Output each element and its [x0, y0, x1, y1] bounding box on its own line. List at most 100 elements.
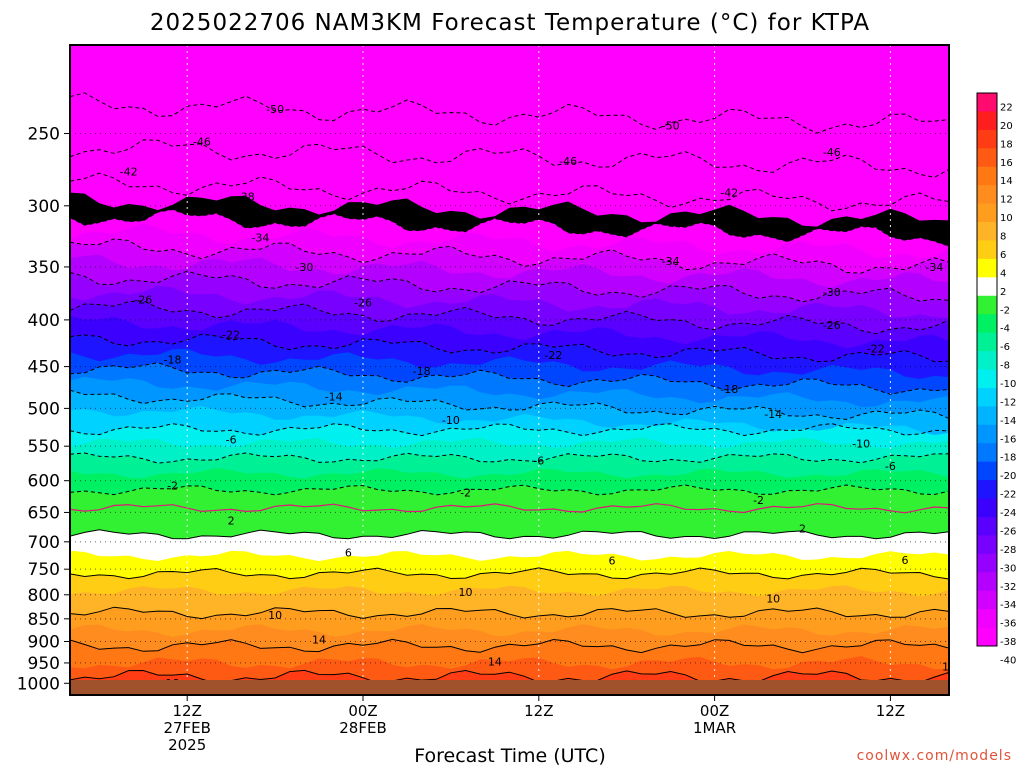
isotherm-label: 14: [942, 661, 956, 674]
colorbar-swatch: [977, 148, 997, 168]
isotherm-line: [70, 606, 949, 620]
isotherm-label: -30: [823, 286, 841, 299]
freezing-line: [70, 503, 949, 514]
colorbar-label: 14: [1000, 176, 1013, 187]
x-tick-label: 1MAR: [693, 719, 736, 737]
colorbar-label: 18: [1000, 139, 1013, 150]
colorbar-label: -38: [1000, 637, 1016, 648]
isotherm-label: -42: [720, 186, 738, 199]
colorbar-swatch: [977, 166, 997, 186]
isotherm-label: -26: [354, 297, 372, 310]
colorbar-label: -4: [1000, 324, 1010, 335]
isotherm-label: -18: [164, 353, 182, 366]
isotherm-line: [70, 238, 949, 274]
colorbar-swatch: [977, 332, 997, 352]
ground-strip: [70, 680, 949, 695]
y-axis: 2503003504004505005506006507007508008509…: [17, 124, 70, 694]
colorbar-label: 6: [1000, 250, 1006, 261]
colorbar-swatch: [977, 351, 997, 370]
isotherm-label: -34: [662, 255, 680, 268]
colorbar-swatch: [977, 498, 997, 518]
colorbar-label: -30: [1000, 563, 1016, 574]
y-tick-label: 500: [28, 399, 60, 419]
x-tick-label: 28FEB: [339, 719, 386, 737]
isotherm-label: -22: [867, 343, 885, 356]
colorbar-label: -36: [1000, 619, 1016, 630]
isotherm-label: -18: [720, 383, 738, 396]
isotherm-label: -38: [779, 225, 797, 238]
colorbar-label: -22: [1000, 490, 1016, 501]
y-tick-label: 700: [28, 533, 60, 553]
colorbar-label: -26: [1000, 527, 1016, 538]
isotherm-label: -50: [266, 103, 284, 116]
colorbar-label: -28: [1000, 545, 1016, 556]
colorbar-swatch: [977, 627, 997, 647]
isotherm-label: -42: [120, 165, 138, 178]
isotherm-line: [70, 389, 949, 420]
isotherm-label: -6: [533, 454, 544, 467]
isotherm-label: 10: [268, 609, 282, 622]
isotherm-label: 6: [345, 546, 352, 559]
grid-lines: [70, 45, 949, 695]
isotherm-label: -26: [134, 294, 152, 307]
colorbar-label: 16: [1000, 158, 1013, 169]
isotherm-label: -34: [925, 261, 943, 274]
chart-title: 2025022706 NAM3KM Forecast Temperature (…: [150, 10, 870, 36]
isotherm-line: [70, 208, 949, 247]
x-tick-label: 00Z: [348, 702, 377, 720]
y-tick-label: 750: [28, 560, 60, 580]
isotherm-label: 14: [312, 633, 326, 646]
colorbar-swatch: [977, 461, 997, 481]
isotherm-line: [70, 92, 949, 134]
colorbar-label: 8: [1000, 232, 1006, 243]
colorbar-label: -18: [1000, 453, 1016, 464]
colorbar-swatch: [977, 443, 997, 463]
y-tick-label: 800: [28, 586, 60, 606]
colorbar-label: -34: [1000, 600, 1016, 611]
isotherm-line: [70, 484, 949, 496]
colorbar-swatch: [977, 222, 997, 241]
x-tick-label: 27FEB: [163, 719, 210, 737]
colorbar-swatch: [977, 111, 997, 131]
isotherm-label: 10: [459, 586, 473, 599]
isotherm-line: [70, 567, 949, 580]
colorbar-label: -14: [1000, 416, 1016, 427]
isotherm-label: -22: [222, 328, 240, 341]
isotherm-line: [70, 270, 949, 303]
isotherm-line: [70, 139, 949, 178]
colorbar: 22 20 18 16 14 12 10 8 6 4 2 -2 -4 -6 -8 -10 -12 -14 -16 -1…: [976, 92, 1016, 667]
y-tick-label: 550: [28, 437, 60, 457]
y-tick-label: 600: [28, 472, 60, 492]
isotherm-line: [70, 300, 949, 335]
isotherm-label: -2: [167, 479, 178, 492]
colorbar-label: 10: [1000, 213, 1013, 224]
y-tick-label: 950: [28, 654, 60, 674]
colorbar-label: -6: [1000, 342, 1010, 353]
colorbar-swatch: [977, 369, 997, 389]
isotherm-line: [70, 362, 949, 395]
colorbar-swatch: [977, 240, 997, 260]
colorbar-swatch: [977, 516, 997, 536]
credit-text: coolwx.com/models: [857, 748, 1012, 764]
colorbar-label: -2: [1000, 305, 1010, 316]
colorbar-label: 2: [1000, 287, 1006, 298]
isotherm-label: -50: [662, 119, 680, 132]
isotherm-label: -10: [852, 437, 870, 450]
colorbar-swatch: [977, 406, 997, 426]
y-tick-label: 900: [28, 632, 60, 652]
y-tick-label: 250: [28, 124, 60, 144]
isotherm-label: -46: [559, 155, 577, 168]
colorbar-swatch: [977, 572, 997, 592]
isotherm-line: [70, 423, 949, 437]
isotherm-label: -6: [885, 460, 896, 473]
colorbar-swatch: [977, 314, 997, 334]
isotherm-label: -46: [823, 146, 841, 159]
isotherm-label: -34: [251, 232, 269, 245]
colorbar-swatch: [977, 203, 997, 223]
isotherm-label: -2: [753, 494, 764, 507]
y-tick-label: 1000: [17, 674, 60, 694]
isotherm-lines: [70, 92, 949, 685]
colorbar-swatch: [977, 424, 997, 444]
isotherm-label: -18: [413, 365, 431, 378]
